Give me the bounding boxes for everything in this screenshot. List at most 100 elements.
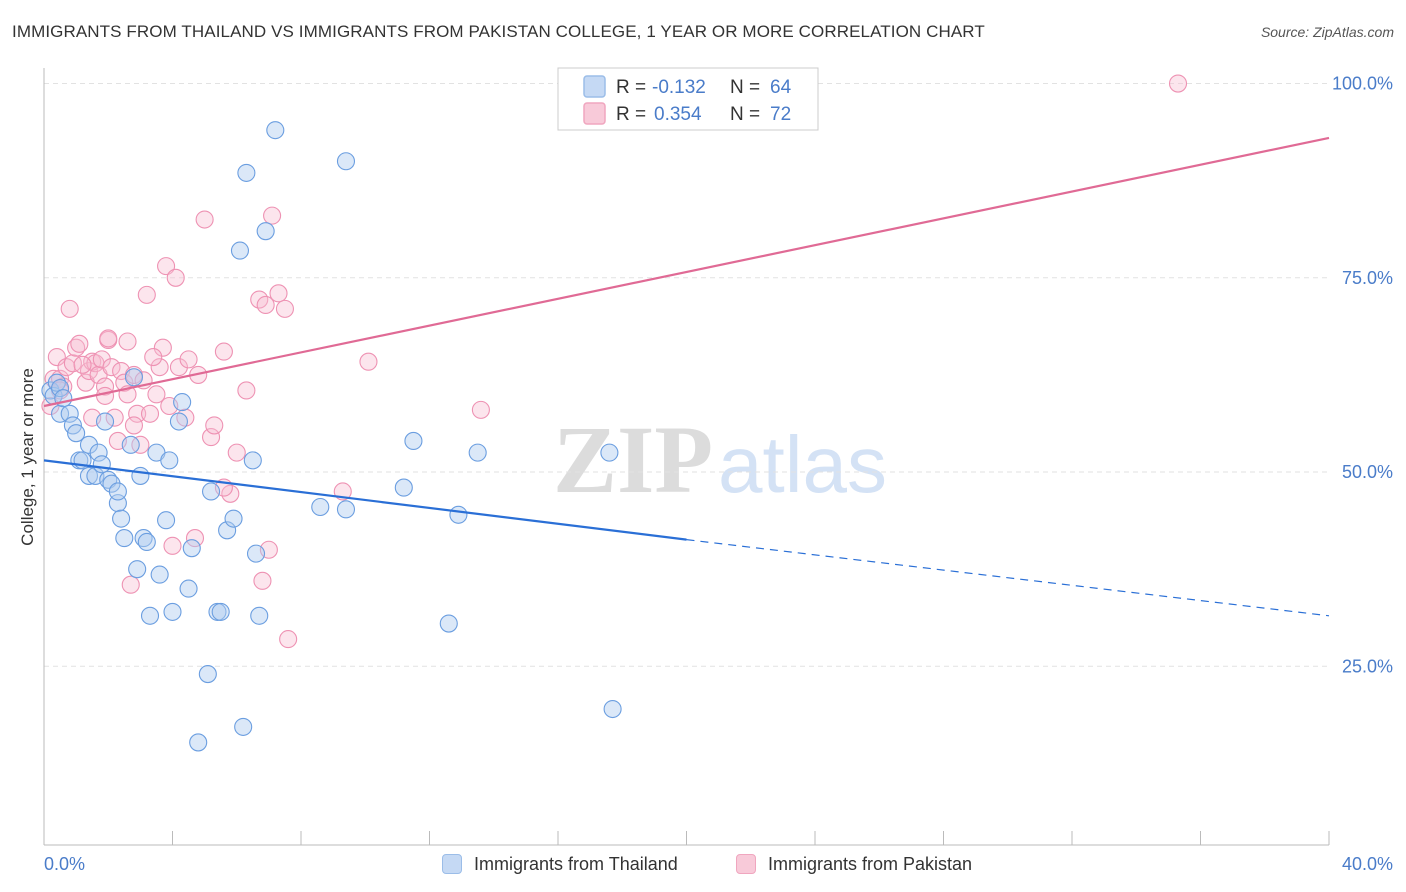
- bottom-legend-swatch-pakistan: [736, 854, 756, 874]
- point-thailand: [224, 509, 243, 528]
- chart-source: Source: ZipAtlas.com: [1260, 24, 1394, 40]
- point-thailand: [47, 373, 66, 392]
- point-pakistan: [157, 257, 176, 276]
- legend-n-label-pakistan: N =: [730, 104, 760, 125]
- point-pakistan: [63, 354, 82, 373]
- point-thailand: [266, 121, 285, 140]
- point-thailand: [60, 404, 79, 423]
- point-thailand: [230, 241, 250, 260]
- point-pakistan: [214, 342, 233, 361]
- point-pakistan: [150, 358, 169, 377]
- legend-r-label-thailand: R =: [616, 77, 646, 98]
- point-thailand: [115, 529, 134, 548]
- point-thailand: [51, 404, 70, 423]
- legend-r-value-thailand: -0.132: [652, 77, 706, 98]
- point-pakistan: [95, 377, 115, 396]
- point-thailand: [108, 482, 127, 501]
- point-thailand: [128, 560, 147, 579]
- point-thailand: [160, 451, 179, 470]
- point-pakistan: [99, 329, 118, 348]
- point-pakistan: [205, 416, 224, 435]
- point-pakistan: [1168, 74, 1188, 93]
- trendlines: [43, 136, 1330, 617]
- point-thailand: [256, 222, 275, 241]
- point-thailand: [336, 500, 356, 519]
- point-pakistan: [166, 268, 185, 287]
- point-thailand: [173, 393, 192, 412]
- point-pakistan: [102, 358, 121, 377]
- point-thailand: [234, 717, 253, 736]
- bottom-legend-label-pakistan: Immigrants from Pakistan: [768, 853, 973, 874]
- point-thailand: [439, 614, 458, 633]
- point-pakistan: [253, 571, 272, 590]
- point-pakistan: [60, 299, 79, 318]
- point-pakistan: [359, 352, 378, 371]
- trendline-thailand-projection: [686, 539, 1330, 617]
- point-pakistan: [73, 355, 92, 374]
- trendline-thailand: [43, 459, 687, 541]
- point-pakistan: [128, 404, 147, 423]
- series-pakistan-points: [41, 74, 1188, 649]
- point-thailand: [404, 431, 423, 451]
- legend-n-value-pakistan: 72: [770, 104, 791, 125]
- point-thailand: [137, 532, 156, 552]
- point-pakistan: [202, 428, 221, 447]
- bottom-legend-swatch-thailand: [442, 854, 462, 874]
- point-pakistan: [275, 299, 294, 318]
- point-thailand: [449, 505, 468, 524]
- chart-title: IMMIGRANTS FROM THAILAND VS IMMIGRANTS F…: [12, 22, 985, 41]
- point-thailand: [243, 451, 262, 470]
- point-thailand: [79, 466, 99, 485]
- y-tick-label: 75.0%: [1342, 268, 1393, 288]
- point-thailand: [79, 435, 99, 454]
- point-thailand: [51, 379, 70, 398]
- x-tick-label-max: 40.0%: [1342, 854, 1393, 874]
- watermark-zip: ZIP: [553, 406, 713, 513]
- legend-swatch-thailand: [583, 75, 606, 98]
- point-pakistan: [140, 404, 160, 423]
- y-axis-tick-labels: 25.0% 50.0% 75.0% 100.0%: [1332, 74, 1393, 677]
- point-thailand: [182, 539, 201, 558]
- legend-r-value-pakistan: 0.354: [654, 104, 702, 125]
- point-thailand: [112, 509, 131, 528]
- bottom-legend-label-thailand: Immigrants from Thailand: [474, 853, 678, 874]
- y-tick-label: 100.0%: [1332, 74, 1393, 94]
- point-thailand: [89, 443, 108, 462]
- point-pakistan: [163, 536, 182, 555]
- legend: R = -0.132 N = 64 R = 0.354 N = 72: [557, 67, 819, 131]
- point-pakistan: [179, 350, 198, 369]
- point-thailand: [189, 733, 208, 752]
- point-pakistan: [118, 332, 137, 351]
- legend-n-value-thailand: 64: [770, 77, 792, 98]
- point-pakistan: [169, 358, 188, 377]
- point-pakistan: [185, 529, 205, 548]
- legend-n-label-thailand: N =: [730, 77, 760, 98]
- series-thailand-points: [41, 121, 622, 752]
- point-pakistan: [144, 347, 163, 367]
- point-thailand: [311, 497, 330, 517]
- point-pakistan: [95, 386, 115, 405]
- legend-r-label-pakistan: R =: [616, 104, 646, 125]
- point-thailand: [468, 443, 487, 462]
- point-thailand: [163, 602, 182, 621]
- point-thailand: [250, 606, 269, 625]
- point-pakistan: [147, 385, 166, 404]
- point-thailand: [218, 521, 237, 540]
- point-pakistan: [105, 408, 124, 427]
- point-pakistan: [153, 338, 172, 357]
- point-pakistan: [237, 381, 256, 400]
- point-pakistan: [269, 284, 288, 303]
- point-pakistan: [137, 285, 156, 304]
- watermark-atlas: atlas: [718, 420, 887, 509]
- x-axis-ticks: [172, 831, 1330, 845]
- point-thailand: [211, 602, 230, 621]
- bottom-legend-thailand: Immigrants from Thailand: [442, 851, 678, 877]
- point-pakistan: [115, 373, 134, 392]
- point-thailand: [169, 412, 188, 431]
- y-axis-label: College, 1 year or more: [18, 368, 37, 546]
- point-thailand: [131, 466, 150, 485]
- trendline-pakistan: [43, 136, 1330, 408]
- point-thailand: [600, 443, 619, 462]
- bottom-legend-pakistan: Immigrants from Pakistan: [736, 851, 972, 877]
